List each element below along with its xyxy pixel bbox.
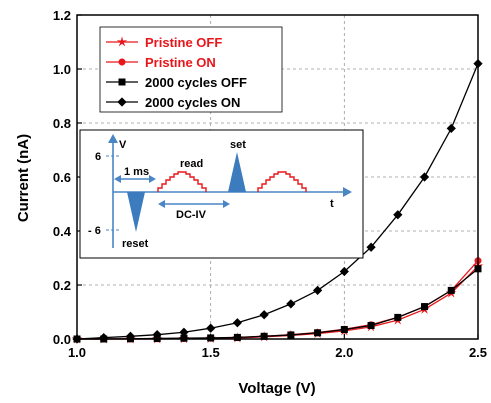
data-point: [394, 313, 402, 321]
data-point: [446, 123, 456, 134]
legend-label: Pristine OFF: [145, 35, 222, 50]
data-point: [232, 318, 243, 328]
data-point: [393, 210, 403, 220]
series-2000-cycles-on: [72, 58, 483, 344]
data-point: [286, 299, 296, 309]
x-tick-label: 2.0: [335, 345, 353, 360]
legend-swatch-marker: [117, 97, 127, 107]
series-pristine-on: [73, 257, 482, 343]
data-point: [233, 333, 241, 341]
legend-item: 2000 cycles ON: [106, 95, 240, 110]
legend-item: Pristine OFF: [106, 35, 222, 50]
inset-v-arrow: [108, 134, 118, 143]
y-axis-title: Current (nA): [15, 134, 32, 222]
dciv-arrow-left: [158, 200, 165, 208]
x-tick-label: 1.0: [68, 345, 86, 360]
data-point: [314, 329, 322, 337]
legend: Pristine OFF Pristine ON 2000 cycles OFF 20…: [99, 26, 283, 113]
read-staircase-2: [257, 171, 307, 192]
series-line: [76, 63, 479, 340]
data-point: [287, 331, 295, 339]
y-tick-label: 1.2: [53, 8, 71, 23]
inset-plus6-label: 6: [95, 151, 101, 163]
data-point: [339, 266, 349, 277]
series-line: [77, 268, 479, 340]
y-tick-label: 0.4: [53, 224, 72, 239]
data-point: [312, 285, 323, 296]
y-tick-label: 0.0: [53, 332, 71, 347]
inset-box: [79, 129, 364, 259]
legend-item: 2000 cycles OFF: [106, 75, 247, 90]
data-point: [447, 286, 455, 294]
inset-set-label: set: [230, 139, 246, 151]
inset-t-arrow: [343, 187, 352, 197]
dciv-arrow-right: [223, 200, 230, 208]
data-point: [206, 323, 216, 333]
data-point: [419, 172, 430, 182]
legend-box: [99, 26, 283, 113]
legend-swatch-marker: [118, 78, 126, 86]
legend-label: 2000 cycles OFF: [145, 75, 247, 90]
legend-label: 2000 cycles ON: [145, 95, 240, 110]
inset-dciv-label: DC-IV: [176, 209, 207, 221]
data-point: [366, 242, 376, 252]
series-line: [77, 260, 479, 340]
x-tick-label: 2.5: [469, 345, 487, 360]
data-point: [179, 327, 189, 337]
data-point: [421, 303, 429, 311]
legend-swatch-marker: [118, 58, 126, 66]
inset-t-label: t: [330, 198, 334, 210]
inset-v-label: V: [119, 139, 127, 151]
reset-pulse: [127, 192, 145, 232]
one-ms-arrow-right: [149, 175, 156, 183]
legend-label: Pristine ON: [145, 55, 216, 70]
data-point: [340, 326, 348, 334]
axis-ticks: 1.0 1.5 2.0 2.5 0.0 0.2 0.4 0.6 0.8 1.0 1.2: [53, 8, 487, 360]
x-axis-title: Voltage (V): [238, 380, 315, 397]
y-tick-label: 0.2: [53, 278, 71, 293]
pulse-scheme-inset: V t 6 - 6 1 ms read set DC-IV reset: [79, 129, 364, 259]
series-2000-cycles-off: [73, 265, 482, 343]
y-tick-label: 0.8: [53, 116, 71, 131]
legend-swatch-marker: [116, 36, 128, 47]
data-point: [367, 321, 375, 329]
one-ms-arrow-left: [114, 175, 121, 183]
data-point: [259, 310, 269, 320]
series-pristine-off: [71, 260, 484, 344]
inset-read-label: read: [180, 158, 203, 170]
set-pulse: [228, 152, 246, 192]
series-line: [77, 265, 479, 340]
inset-reset-label: reset: [122, 238, 149, 250]
x-tick-label: 1.5: [202, 345, 220, 360]
legend-item: Pristine ON: [106, 55, 216, 70]
y-tick-label: 0.6: [53, 170, 71, 185]
read-staircase-1: [157, 171, 207, 192]
y-tick-label: 1.0: [53, 62, 71, 77]
inset-1ms-label: 1 ms: [124, 166, 149, 178]
inset-minus6-label: - 6: [88, 225, 101, 237]
